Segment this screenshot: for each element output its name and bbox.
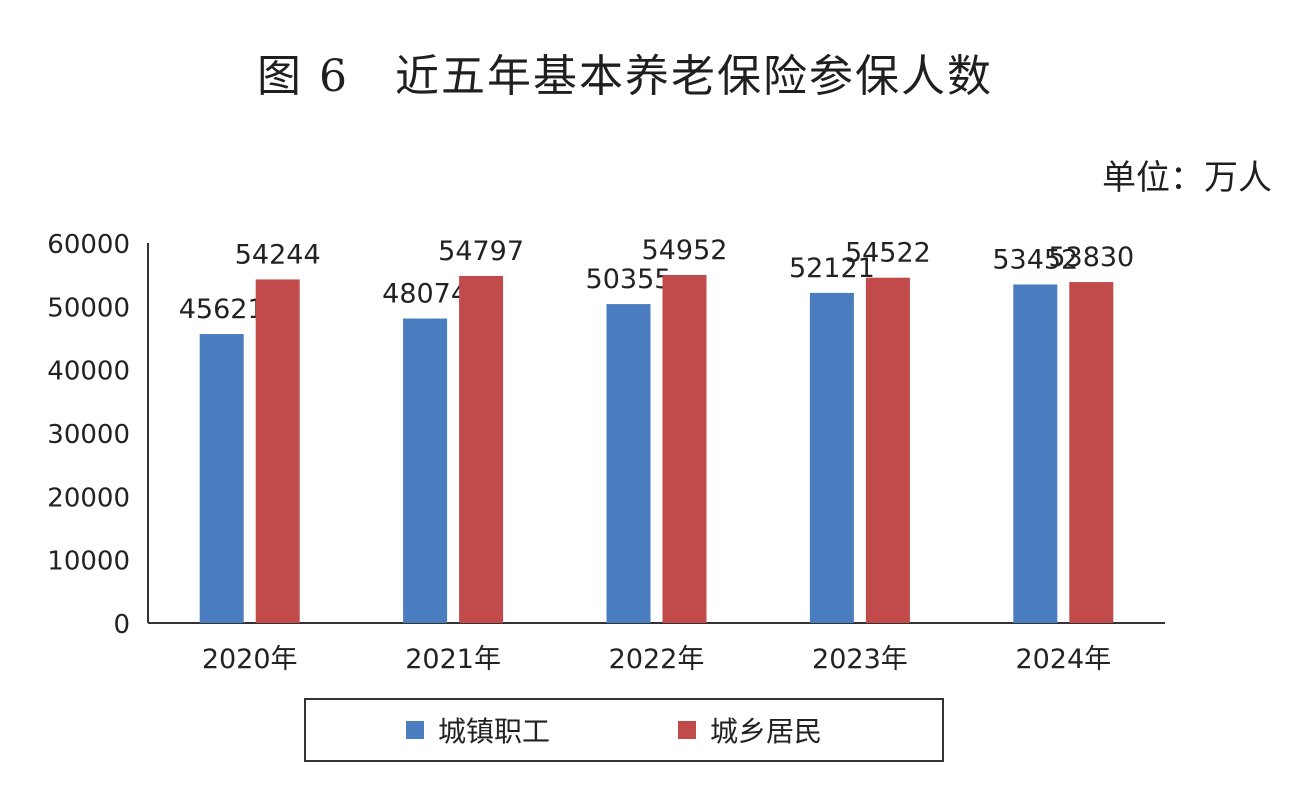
chart-title: 图 6 近五年基本养老保险参保人数 <box>257 51 993 102</box>
bar-chart: 0 10000 20000 30000 40000 50000 60000 2020年 4562… <box>47 230 1165 675</box>
data-label: 48074 <box>382 279 468 310</box>
x-tick-label: 2023年 <box>812 644 908 675</box>
legend-swatch-series-1 <box>406 721 424 739</box>
bar-series-2 <box>1069 282 1114 623</box>
legend: 城镇职工 城乡居民 <box>304 698 944 762</box>
data-label: 54952 <box>642 235 728 266</box>
bar-series-1 <box>403 318 448 623</box>
data-label: 45621 <box>179 294 265 325</box>
bar-series-1 <box>606 304 651 623</box>
x-tick-label: 2022年 <box>609 644 705 675</box>
bar-series-2 <box>459 275 504 623</box>
data-label: 53830 <box>1048 242 1134 273</box>
y-tick-label: 60000 <box>47 230 130 260</box>
y-tick-label: 0 <box>113 610 130 640</box>
bar-series-1 <box>199 334 244 623</box>
legend-swatch-series-2 <box>678 721 696 739</box>
data-label: 52121 <box>789 253 875 284</box>
legend-label-series-1: 城镇职工 <box>438 715 551 748</box>
bar-series-2 <box>255 279 300 623</box>
x-tick-label: 2024年 <box>1015 644 1111 675</box>
y-tick-label: 30000 <box>47 420 130 450</box>
legend-label-series-2: 城乡居民 <box>710 715 823 748</box>
y-tick-label: 20000 <box>47 483 130 513</box>
bar-series-1 <box>1013 284 1058 623</box>
data-label: 54797 <box>438 236 524 267</box>
legend-item-series-1: 城镇职工 <box>406 700 550 760</box>
x-tick-label: 2020年 <box>202 644 298 675</box>
y-tick-label: 10000 <box>47 547 130 577</box>
y-tick-label: 50000 <box>47 293 130 323</box>
x-tick-label: 2021年 <box>405 644 501 675</box>
data-label: 50355 <box>586 264 672 295</box>
data-label: 54522 <box>845 238 931 269</box>
bar-series-2 <box>865 277 910 623</box>
data-label: 54244 <box>235 239 321 270</box>
legend-item-series-2: 城乡居民 <box>678 700 822 760</box>
bar-series-1 <box>809 292 854 623</box>
data-label: 53452 <box>992 244 1078 275</box>
unit-label: 单位：万人 <box>1102 158 1272 198</box>
y-tick-label: 40000 <box>47 357 130 387</box>
bar-series-2 <box>662 274 707 623</box>
